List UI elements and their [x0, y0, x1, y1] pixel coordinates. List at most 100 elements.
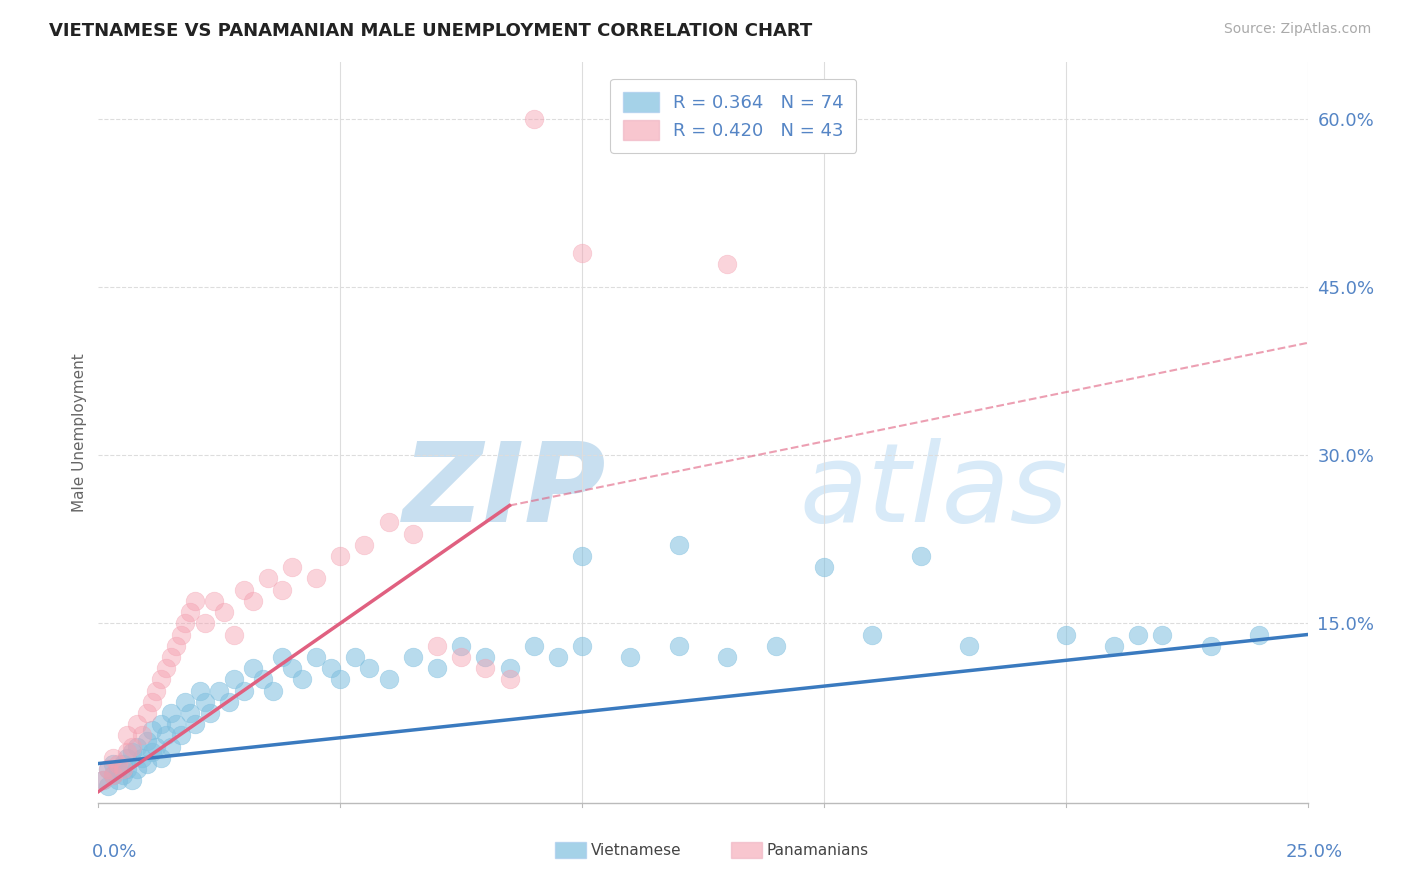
Point [135, 706, 157, 720]
Point [271, 650, 294, 665]
Y-axis label: Male Unemployment: Male Unemployment [72, 353, 87, 512]
Point [117, 745, 139, 759]
Text: VIETNAMESE VS PANAMANIAN MALE UNEMPLOYMENT CORRELATION CHART: VIETNAMESE VS PANAMANIAN MALE UNEMPLOYME… [49, 22, 813, 40]
Point [1054, 627, 1077, 641]
Point [117, 751, 139, 765]
Point [668, 538, 690, 552]
Text: Source: ZipAtlas.com: Source: ZipAtlas.com [1223, 22, 1371, 37]
Point [121, 773, 143, 788]
Point [174, 616, 197, 631]
Point [571, 549, 593, 563]
Point [402, 650, 425, 665]
Point [101, 768, 124, 782]
Point [150, 751, 173, 765]
Point [91, 773, 114, 788]
Point [135, 734, 157, 748]
Point [184, 594, 207, 608]
Point [155, 729, 177, 743]
Point [256, 571, 278, 585]
Point [101, 751, 124, 765]
Point [218, 695, 240, 709]
Point [232, 582, 254, 597]
Point [232, 683, 254, 698]
Point [668, 639, 690, 653]
Point [141, 695, 163, 709]
Point [571, 639, 593, 653]
Point [165, 639, 187, 653]
Point [208, 683, 231, 698]
Point [212, 605, 235, 619]
Point [281, 560, 304, 574]
Text: atlas: atlas [800, 438, 1069, 545]
Point [117, 762, 139, 776]
Point [571, 246, 593, 260]
Point [252, 673, 274, 687]
Point [111, 756, 134, 771]
Point [111, 762, 134, 776]
Point [450, 650, 472, 665]
Point [957, 639, 980, 653]
Point [174, 695, 197, 709]
Point [426, 661, 449, 675]
Point [160, 739, 183, 754]
Point [1128, 627, 1150, 641]
Point [121, 739, 143, 754]
Point [271, 582, 294, 597]
Point [107, 773, 129, 788]
Point [377, 673, 399, 687]
Point [160, 706, 183, 720]
Point [111, 768, 134, 782]
Point [121, 745, 143, 759]
Point [101, 768, 124, 782]
Point [305, 650, 328, 665]
Point [1199, 639, 1222, 653]
Point [101, 756, 124, 771]
Point [860, 627, 883, 641]
Point [188, 683, 211, 698]
Point [547, 650, 569, 665]
Point [290, 673, 312, 687]
Point [222, 673, 245, 687]
Point [329, 673, 352, 687]
Point [107, 756, 129, 771]
Point [813, 560, 835, 574]
Text: 25.0%: 25.0% [1285, 843, 1343, 861]
Point [319, 661, 342, 675]
Point [242, 661, 264, 675]
Point [329, 549, 352, 563]
Point [184, 717, 207, 731]
Point [145, 739, 167, 754]
Point [281, 661, 304, 675]
Point [150, 717, 173, 731]
Point [474, 661, 496, 675]
Point [150, 673, 173, 687]
Point [97, 762, 120, 776]
Point [716, 257, 738, 271]
Text: 0.0%: 0.0% [91, 843, 136, 861]
Point [498, 661, 520, 675]
Point [141, 745, 163, 759]
Point [135, 756, 157, 771]
Point [127, 739, 149, 754]
Text: Vietnamese: Vietnamese [591, 843, 681, 857]
Point [198, 706, 221, 720]
Point [97, 762, 120, 776]
Point [402, 526, 425, 541]
Point [141, 723, 163, 737]
Point [194, 616, 217, 631]
Point [179, 706, 201, 720]
Point [165, 717, 187, 731]
Point [426, 639, 449, 653]
Point [262, 683, 284, 698]
Point [1102, 639, 1125, 653]
Point [169, 627, 191, 641]
Text: Panamanians: Panamanians [766, 843, 869, 857]
Point [155, 661, 177, 675]
Point [498, 673, 520, 687]
Point [910, 549, 932, 563]
Point [169, 729, 191, 743]
Point [1152, 627, 1174, 641]
Point [97, 779, 120, 793]
Point [716, 650, 738, 665]
Point [222, 627, 245, 641]
